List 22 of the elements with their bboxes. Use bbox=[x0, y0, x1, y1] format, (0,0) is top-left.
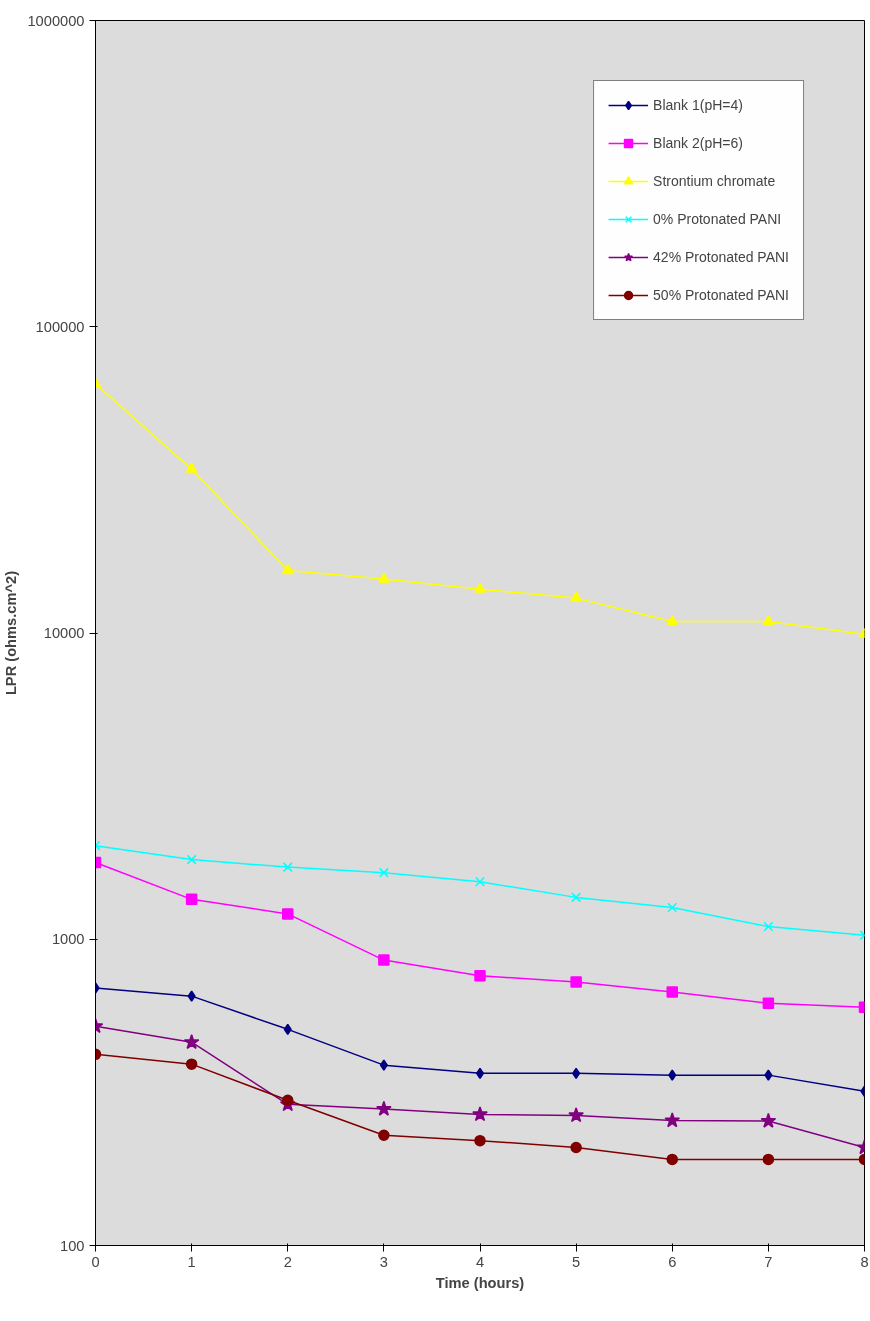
legend-label: Strontium chromate bbox=[653, 173, 776, 189]
y-tick-label: 1000 bbox=[51, 931, 85, 948]
y-tick-label: 100 bbox=[60, 1237, 85, 1254]
legend-label: Blank 1(pH=4) bbox=[653, 97, 743, 113]
y-tick-label: 10000 bbox=[43, 625, 85, 641]
legend-label: Blank 2(pH=6) bbox=[653, 135, 743, 151]
x-tick-label: 7 bbox=[764, 1253, 773, 1270]
x-tick-label: 5 bbox=[572, 1253, 581, 1270]
x-tick-label: 8 bbox=[860, 1253, 869, 1270]
y-axis-title: LPR (ohms.cm^2) bbox=[3, 570, 20, 696]
legend-label: 42% Protonated PANI bbox=[653, 249, 789, 265]
x-tick-label: 2 bbox=[283, 1253, 292, 1270]
x-axis-title: Time (hours) bbox=[435, 1274, 525, 1291]
legend-label: 50% Protonated PANI bbox=[653, 287, 789, 303]
y-tick-label: 1000000 bbox=[27, 12, 85, 29]
x-tick-label: 4 bbox=[475, 1253, 485, 1270]
x-tick-label: 6 bbox=[668, 1253, 677, 1270]
x-tick-label: 3 bbox=[379, 1253, 388, 1270]
y-tick-label: 100000 bbox=[35, 318, 85, 335]
x-tick-label: 0 bbox=[91, 1253, 100, 1270]
x-tick-label: 1 bbox=[187, 1253, 196, 1270]
legend-label: 0% Protonated PANI bbox=[653, 211, 782, 227]
